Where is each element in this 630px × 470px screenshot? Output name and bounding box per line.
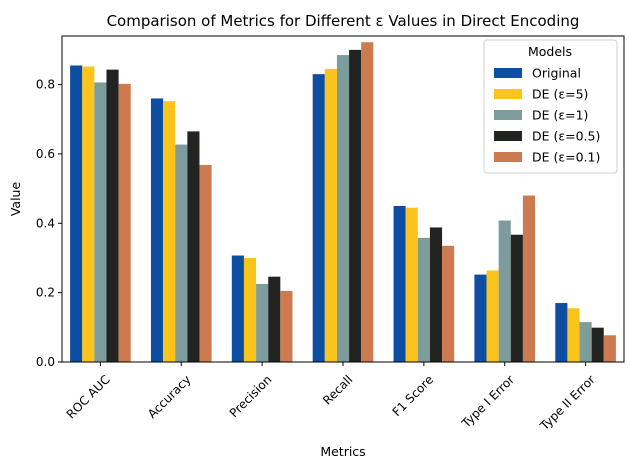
x-tick-label: Type II Error <box>537 372 598 433</box>
bar <box>106 69 119 362</box>
bar <box>163 101 176 362</box>
chart-title: Comparison of Metrics for Different ε Va… <box>107 12 580 30</box>
bar <box>510 234 523 362</box>
y-tick-label: 0.6 <box>36 147 55 161</box>
legend-swatch <box>494 89 522 99</box>
y-axis: 0.0 0.2 0.4 0.6 0.8 <box>36 78 62 369</box>
bar <box>567 308 580 362</box>
x-tick-label: ROC AUC <box>64 372 113 421</box>
bar <box>486 270 499 362</box>
bar <box>417 237 430 362</box>
bar <box>118 83 131 363</box>
x-tick-label: Accuracy <box>145 372 194 421</box>
bar <box>268 276 281 362</box>
bar <box>555 303 568 362</box>
bar <box>70 65 83 362</box>
legend-label: DE (ε=1) <box>532 108 588 123</box>
legend-title: Models <box>528 44 572 59</box>
bar <box>349 49 362 363</box>
bars-group <box>70 42 616 363</box>
x-tick-label: Type I Error <box>458 372 517 431</box>
bar <box>442 245 455 362</box>
bar <box>498 220 511 362</box>
bar <box>199 165 212 362</box>
bar <box>324 68 337 362</box>
bar <box>231 255 244 362</box>
bar <box>336 55 350 362</box>
legend-swatch <box>494 152 522 162</box>
legend-swatch <box>494 110 522 120</box>
x-tick-label: Recall <box>320 372 355 407</box>
bar <box>393 205 406 362</box>
x-axis: ROC AUC Accuracy Precision Recall F1 Score Ty… <box>64 362 598 434</box>
y-tick-label: 0.0 <box>36 355 55 369</box>
legend-items: Original DE (ε=5) DE (ε=1) DE (ε=0.5) DE (ε=… <box>494 66 600 165</box>
legend-label: DE (ε=0.1) <box>532 150 600 165</box>
legend-label: DE (ε=0.5) <box>532 129 600 144</box>
bar <box>429 227 443 362</box>
bar <box>82 66 95 363</box>
bar <box>579 322 592 362</box>
bar <box>522 195 536 362</box>
legend-label: Original <box>532 66 581 81</box>
y-tick-label: 0.8 <box>36 78 55 92</box>
bar <box>591 327 604 362</box>
bar <box>361 42 374 363</box>
bar <box>94 82 107 362</box>
bar <box>175 144 188 362</box>
legend-swatch <box>494 131 522 141</box>
legend: Models Original DE (ε=5) DE (ε=1) DE (ε=0.5… <box>483 39 618 174</box>
y-tick-label: 0.4 <box>36 216 55 230</box>
bar <box>312 74 325 363</box>
bar <box>280 290 293 362</box>
x-axis-label: Metrics <box>320 444 365 459</box>
y-tick-label: 0.2 <box>36 286 55 300</box>
bar <box>150 98 164 363</box>
bar <box>603 335 616 362</box>
y-axis-label: Value <box>8 182 23 217</box>
bar <box>187 131 200 362</box>
bar <box>256 283 269 362</box>
legend-swatch <box>494 68 522 78</box>
x-tick-label: Precision <box>227 372 275 420</box>
x-tick-label: F1 Score <box>390 372 437 419</box>
bar <box>474 274 487 362</box>
bar <box>243 257 257 362</box>
legend-label: DE (ε=5) <box>532 87 588 102</box>
bar <box>405 207 418 362</box>
